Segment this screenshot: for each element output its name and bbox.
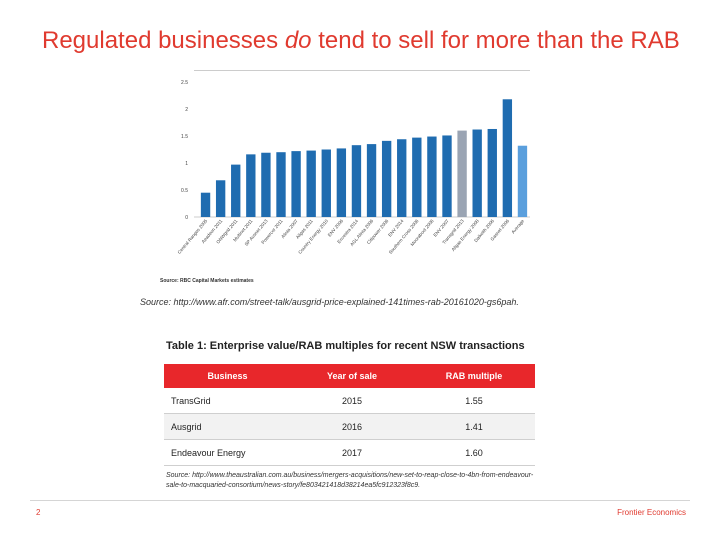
bar — [306, 150, 316, 217]
bar — [381, 140, 392, 217]
y-tick-label: 0.5 — [181, 188, 188, 194]
bar — [276, 152, 286, 217]
page-number: 2 — [36, 508, 41, 517]
bar — [366, 144, 377, 217]
bar — [336, 148, 347, 217]
source-link[interactable]: Source: http://www.afr.com/street-talk/a… — [140, 297, 519, 307]
bar — [321, 149, 331, 217]
cell-business: Endeavour Energy — [164, 439, 291, 466]
y-tick-label: 2.5 — [181, 80, 188, 86]
bar — [427, 136, 437, 217]
bar — [412, 137, 422, 217]
chart-source-note: Source: RBC Capital Markets estimates — [160, 278, 254, 284]
header-business: Business — [164, 364, 291, 388]
cell-rab-multiple: 1.60 — [413, 439, 535, 466]
title-emphasis: do — [284, 27, 312, 54]
cell-year: 2016 — [291, 413, 413, 440]
bar — [215, 180, 226, 217]
bar — [487, 128, 497, 217]
table-row: TransGrid 2015 1.55 — [164, 388, 535, 414]
bar — [261, 152, 271, 217]
cell-rab-multiple: 1.41 — [413, 413, 535, 440]
slide-title: Regulated businesses do tend to sell for… — [42, 27, 680, 54]
bar — [457, 130, 467, 217]
header-rab-multiple: RAB multiple — [413, 364, 535, 388]
company-name: Frontier Economics — [617, 508, 686, 517]
bar — [351, 145, 362, 217]
table-source-note: Source: http://www.theaustralian.com.au/… — [166, 472, 534, 489]
bar — [502, 99, 513, 217]
bar — [291, 151, 301, 217]
table-row: Endeavour Energy 2017 1.60 — [164, 439, 535, 466]
y-tick-label: 1.5 — [181, 134, 188, 140]
cell-year: 2017 — [291, 439, 413, 466]
bar — [472, 129, 482, 217]
y-tick-label: 0 — [185, 215, 188, 221]
x-tick-label: Allgas Energy 2008 — [451, 218, 481, 252]
x-tick-label: Average — [510, 218, 525, 235]
cell-business: TransGrid — [164, 388, 291, 414]
bar — [442, 135, 452, 217]
bar — [231, 164, 241, 217]
cell-year: 2015 — [291, 388, 413, 414]
transactions-table: Business Year of sale RAB multiple Trans… — [164, 364, 535, 466]
cell-rab-multiple: 1.55 — [413, 388, 535, 414]
footer-divider — [30, 500, 690, 501]
table-row: Ausgrid 2016 1.41 — [164, 413, 535, 440]
table-header-row: Business Year of sale RAB multiple — [164, 364, 535, 388]
bar — [200, 192, 211, 217]
cell-business: Ausgrid — [164, 413, 291, 440]
bar — [397, 139, 407, 217]
bar — [517, 145, 528, 217]
y-tick-label: 2 — [185, 107, 188, 113]
bar-chart: 0 0.5 1 1.5 2 2.5 Central Ranges 2005 Aeadeon 2… — [160, 70, 535, 292]
bar — [246, 154, 256, 217]
header-year: Year of sale — [291, 364, 413, 388]
y-tick-label: 1 — [185, 161, 188, 167]
table-caption: Table 1: Enterprise value/RAB multiples … — [166, 340, 525, 352]
x-tick-label: Country Energy 2010 — [297, 218, 329, 255]
transactions-table-block: Table 1: Enterprise value/RAB multiples … — [160, 340, 540, 491]
